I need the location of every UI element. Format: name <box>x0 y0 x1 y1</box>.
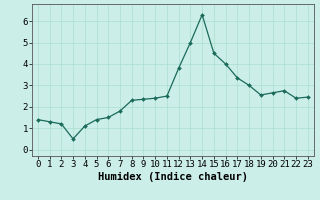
X-axis label: Humidex (Indice chaleur): Humidex (Indice chaleur) <box>98 172 248 182</box>
